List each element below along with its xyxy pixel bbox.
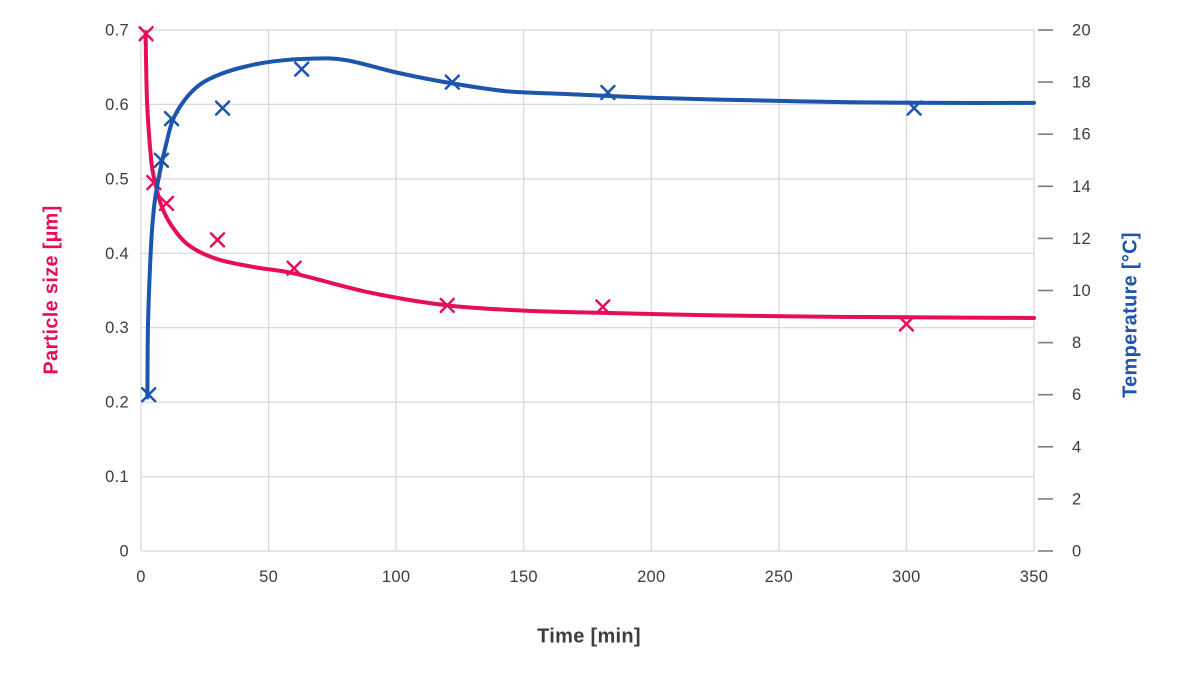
left-tick-label: 0.7 (105, 22, 129, 40)
temperature-curve (145, 56, 1036, 400)
left-axis-title: Particle size [µm] (40, 205, 63, 375)
particle-size-marker-x (898, 316, 915, 332)
x-tick-label: 50 (259, 568, 278, 586)
left-tick-label: 0.4 (105, 245, 129, 263)
right-axis-ticks (1038, 29, 1053, 552)
left-tick-label: 0.1 (105, 468, 129, 486)
temperature-marker-x (163, 110, 180, 127)
right-tick-label: 12 (1072, 230, 1091, 248)
gridlines (140, 29, 1035, 552)
right-tick-label: 10 (1072, 282, 1091, 300)
temperature-marker-x (906, 100, 922, 116)
left-tick-label: 0.2 (105, 394, 129, 412)
right-tick-label: 18 (1072, 74, 1091, 92)
x-axis-title: Time [min] (537, 625, 641, 648)
right-tick-label: 16 (1072, 126, 1091, 144)
x-tick-label: 250 (765, 568, 793, 586)
right-tick-label: 8 (1072, 334, 1081, 352)
left-tick-label: 0.6 (105, 96, 129, 114)
temperature-marker-x (140, 386, 157, 403)
temperature-markers (140, 61, 922, 403)
temperature-marker-x (214, 100, 231, 116)
left-tick-label: 0 (120, 543, 129, 561)
particle-size-marker-x (138, 25, 154, 42)
right-tick-labels: 0 2 4 6 8 10 12 14 16 18 20 (1072, 22, 1091, 561)
particle-size-curve (143, 30, 1036, 320)
x-tick-label: 100 (382, 568, 410, 586)
left-tick-label: 0.3 (105, 319, 129, 337)
temperature-marker-x (153, 152, 170, 169)
right-axis-title: Temperature [°C] (1119, 232, 1142, 398)
particle-size-marker-x (439, 297, 455, 314)
x-tick-label: 300 (892, 568, 920, 586)
left-tick-labels: 0 0.1 0.2 0.3 0.4 0.5 0.6 0.7 (105, 22, 129, 561)
particle-size-marker-x (209, 232, 226, 248)
right-tick-label: 0 (1072, 543, 1081, 561)
right-tick-label: 4 (1072, 438, 1081, 456)
x-tick-label: 350 (1020, 568, 1048, 586)
temperature-marker-x (600, 84, 616, 101)
right-tick-label: 6 (1072, 386, 1081, 404)
left-tick-label: 0.5 (105, 170, 129, 188)
right-tick-label: 20 (1072, 22, 1091, 40)
x-tick-label: 0 (136, 568, 145, 586)
temperature-marker-x (293, 61, 310, 77)
particle-size-markers (138, 25, 915, 332)
right-tick-label: 2 (1072, 490, 1081, 508)
x-tick-label: 200 (637, 568, 665, 586)
x-tick-labels: 0 50 100 150 200 250 300 350 (136, 568, 1048, 586)
particle-size-marker-x (595, 299, 611, 315)
particle-size-marker-x (158, 195, 175, 212)
x-tick-label: 150 (509, 568, 537, 586)
right-tick-label: 14 (1072, 178, 1091, 196)
temperature-marker-x (444, 74, 461, 90)
particle-size-marker-x (286, 260, 302, 276)
